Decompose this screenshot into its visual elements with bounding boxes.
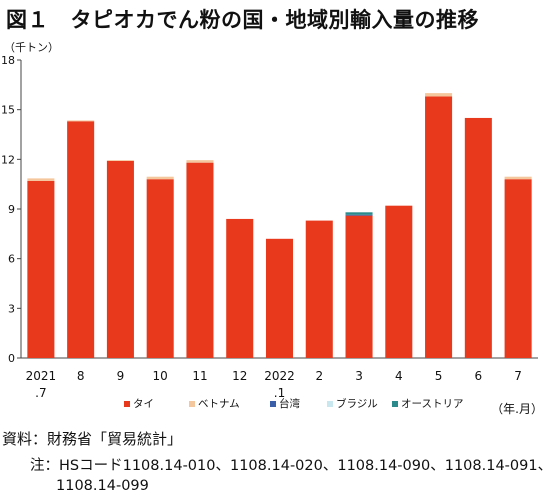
legend-entry: タイ (133, 398, 154, 410)
x-tick-label: 5 (435, 369, 443, 383)
bar-segment (345, 214, 373, 216)
legend-swatch (392, 401, 398, 407)
bar-segment (425, 93, 453, 97)
x-tick-label: 2 (315, 369, 323, 383)
legend-entry: ベトナム (198, 398, 240, 410)
note-line-2: 1108.14-099 (56, 478, 149, 494)
x-tick-labels: 2021 .7 8 9 10 11 12 2022 .1 2 3 4 5 6 7 (26, 369, 522, 400)
legend-entry: 台湾 (279, 397, 300, 410)
bar-segment (106, 160, 134, 358)
bar-segment (106, 160, 134, 161)
x-tick-label: 6 (475, 369, 483, 383)
bar-segment (345, 212, 373, 215)
bar-segment (265, 238, 294, 358)
y-tick-label: 6 (8, 253, 15, 266)
x-tick-label: 8 (77, 369, 85, 383)
bar-segment (345, 215, 373, 358)
x-tick-label: 10 (153, 369, 168, 383)
x-tick-label: 12 (232, 369, 247, 383)
y-tick-label: 15 (1, 104, 15, 117)
x-tick-label: .1 (274, 386, 285, 400)
legend-swatch (327, 401, 333, 407)
x-tick-label: .7 (35, 386, 46, 400)
legend-swatch (189, 401, 195, 407)
bar-segment (27, 180, 55, 358)
y-axis-label: （千トン） (4, 41, 59, 54)
x-tick-label: 11 (192, 369, 207, 383)
y-tick-label: 9 (8, 203, 15, 216)
bar-segment (67, 121, 95, 358)
y-tick-label: 0 (8, 352, 15, 365)
x-tick-label: 7 (514, 369, 522, 383)
legend-entry: ブラジル (336, 397, 378, 410)
bar-segment (67, 120, 95, 122)
x-tick-label: 9 (117, 369, 125, 383)
bar-segment (385, 205, 413, 358)
chart-title: 図１ タピオカでん粉の国・地域別輸入量の推移 (6, 8, 479, 32)
bar-segment (186, 162, 214, 358)
legend-swatch (270, 401, 276, 407)
footnote: 注：HSコード1108.14-010、1108.14-020、1108.14-0… (2, 456, 545, 496)
legend: タイ ベトナム 台湾 ブラジル オーストリア (124, 397, 463, 410)
bar-segment (504, 176, 532, 180)
note-label: 注： (30, 458, 59, 474)
bar-segment (146, 179, 174, 358)
x-tick-label: 2021 (26, 369, 57, 383)
x-tick-label: 2022 (264, 369, 295, 383)
bar-segment (27, 178, 55, 181)
bar-segment (146, 176, 174, 180)
bar-segment (504, 179, 532, 358)
source-note: 資料：財務省「貿易統計」 (2, 430, 183, 448)
y-tick-label: 18 (1, 54, 15, 67)
bar-segment (226, 218, 254, 358)
bar-segment (425, 96, 453, 358)
note-line-1: HSコード1108.14-010、1108.14-020、1108.14-090… (59, 458, 545, 474)
bar-segment (305, 220, 333, 358)
bars (27, 93, 532, 358)
x-axis-label: （年.月） (491, 402, 543, 416)
y-tick-label: 3 (8, 302, 15, 315)
x-tick-label: 3 (355, 369, 363, 383)
legend-swatch (124, 401, 130, 407)
legend-entry: オーストリア (401, 398, 463, 410)
bar-segment (186, 160, 214, 163)
y-tick-label: 12 (1, 153, 15, 166)
x-tick-label: 4 (395, 369, 403, 383)
bar-segment (464, 117, 492, 358)
